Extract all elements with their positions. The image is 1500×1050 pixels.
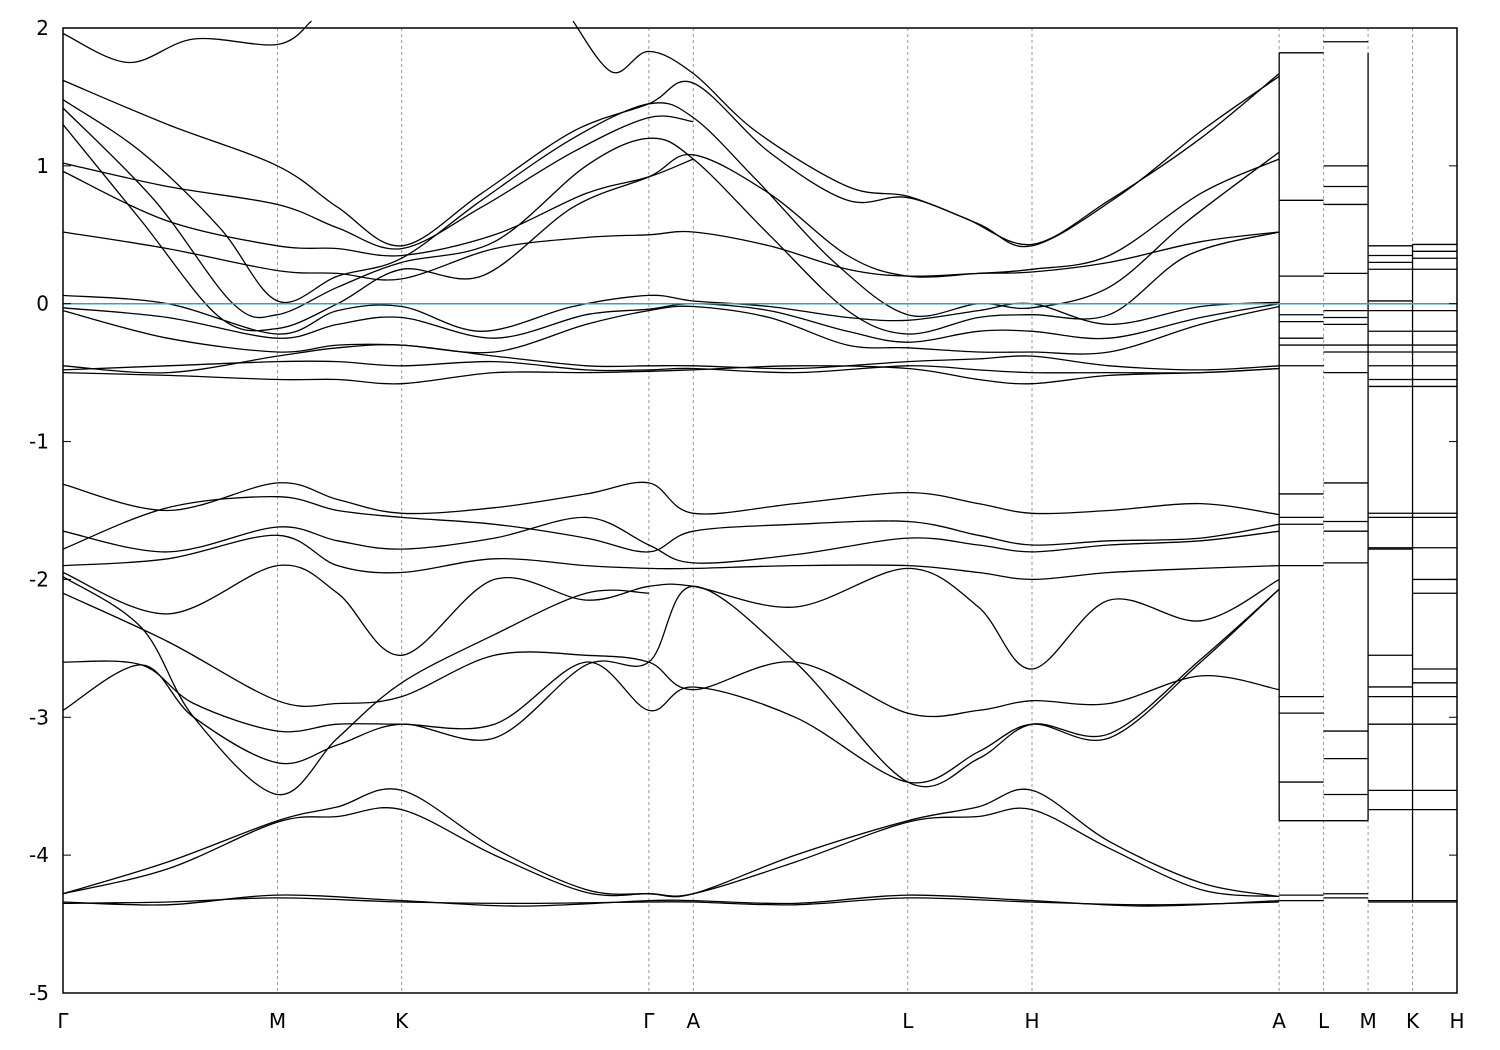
band-line (62, 897, 1280, 906)
x-tick-label: K (395, 1009, 409, 1033)
band-line (62, 576, 649, 796)
band-line (62, 305, 1280, 355)
y-tick-label: -4 (29, 843, 49, 867)
band-line (62, 230, 1280, 281)
band-line (62, 115, 694, 250)
band-line (62, 496, 1280, 553)
band-line (62, 20, 312, 64)
band-line (62, 592, 1280, 718)
x-tick-label: A (1272, 1009, 1286, 1033)
x-tick-label: H (1449, 1009, 1464, 1033)
y-tick-label: -3 (29, 705, 49, 729)
band-line (62, 124, 1280, 332)
band-line (62, 365, 1280, 385)
band-line (62, 75, 1280, 248)
x-tick-label: L (902, 1009, 914, 1033)
band-line (62, 344, 1280, 374)
y-tick-label: -5 (29, 981, 49, 1005)
band-line (62, 294, 1280, 335)
x-tick-label: A (686, 1009, 700, 1033)
x-tick-label: Γ (57, 1009, 69, 1033)
y-tick-label: 0 (36, 292, 49, 316)
y-tick-label: -2 (29, 567, 49, 591)
band-line (62, 516, 1280, 564)
band-line (62, 534, 1280, 581)
band-line (62, 585, 1280, 788)
band-line (62, 360, 1280, 374)
y-tick-label: -1 (29, 430, 49, 454)
band-line (62, 807, 1280, 898)
x-tick-label: H (1024, 1009, 1039, 1033)
band-line (62, 894, 1280, 907)
y-tick-label: 1 (36, 154, 49, 178)
x-tick-label: L (1318, 1009, 1330, 1033)
band-line (62, 481, 1280, 516)
x-tick-label: M (1359, 1009, 1376, 1033)
x-tick-label: K (1406, 1009, 1420, 1033)
band-line (62, 107, 1280, 335)
band-line (62, 564, 1280, 670)
x-tick-label: M (269, 1009, 286, 1033)
band-line (62, 588, 1280, 784)
y-tick-label: 2 (36, 16, 49, 40)
x-tick-label: Γ (643, 1009, 655, 1033)
y-axis-ticks: 2 1 0 -1 -2 -3 -4 -5 (29, 16, 1457, 1005)
band-line (62, 158, 694, 257)
plot-frame (62, 27, 1458, 994)
